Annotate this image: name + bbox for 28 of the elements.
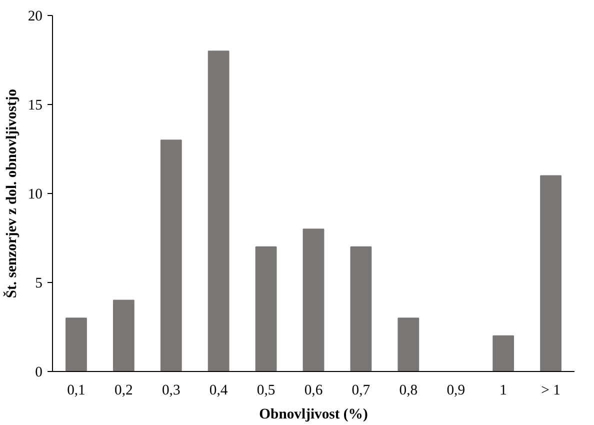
x-tick-label: 1 [500,382,507,398]
y-tick-label: 0 [35,364,42,380]
bar [208,50,230,372]
bar [398,318,420,372]
y-tick-label: 5 [35,276,42,292]
bar [66,318,87,372]
bar [112,300,134,372]
x-tick-label: > 1 [541,382,560,398]
bar [302,228,324,372]
bar [540,175,562,372]
x-tick-label: 0,3 [162,382,180,398]
x-tick-label: 0,8 [399,382,418,398]
x-tick-label: 0,4 [209,382,228,398]
y-axis-title: Št. senzorjev z dol. obnovljivostjo [2,88,20,298]
x-tick-label: 0,7 [352,382,370,398]
y-tick-label: 20 [28,8,42,24]
x-tick-label: 0,9 [446,382,466,398]
bar [492,335,514,372]
x-tick-label: 0,1 [67,382,86,398]
bar [350,246,372,372]
x-tick-label: 0,2 [114,382,133,398]
x-tick-label: 0,6 [304,382,323,398]
x-tick-label: 0,5 [256,382,276,398]
x-axis-title: Obnovljivost (%) [259,406,368,422]
bar [160,140,182,372]
bar [255,246,277,372]
y-tick-label: 10 [28,186,42,202]
y-tick-label: 15 [28,98,42,114]
